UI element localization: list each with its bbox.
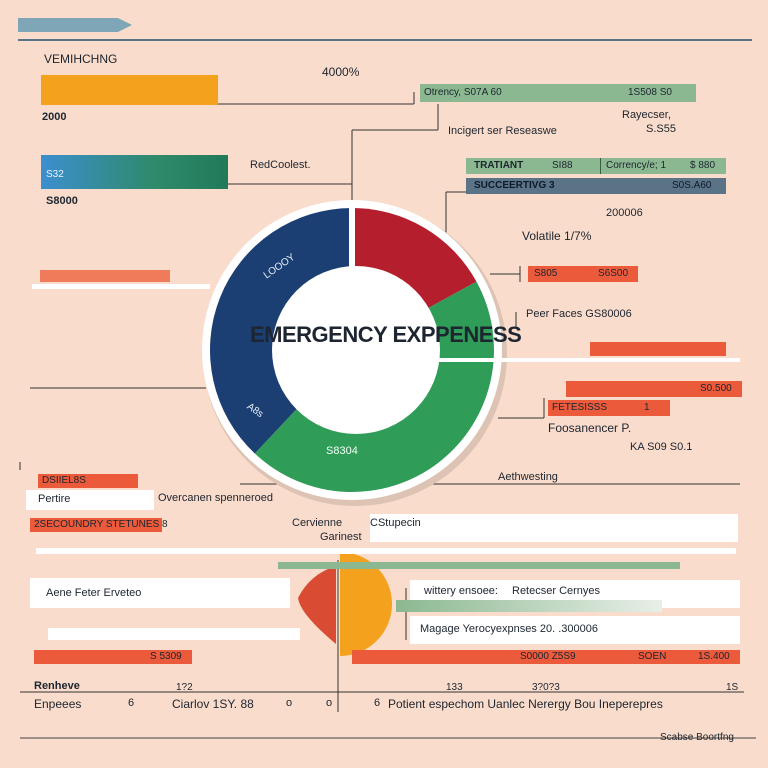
main-pie-chart [202,200,507,506]
retesiss-num: 1 [644,402,650,413]
succeeding-label: SUCCEERTIVG 3 [474,180,555,191]
aethwesting-label: Aethwesting [498,471,558,483]
tick-label-3: 3?0?3 [532,682,560,693]
currency-left-text: Otrency, S07A 60 [424,87,502,98]
secondary-row [30,518,162,532]
tratant-row [466,158,726,174]
tick-label-2: 133 [446,682,463,693]
foosament-label: Foosanencer P. [548,421,632,435]
white-strip-left [32,284,210,289]
volatile-label: Volatile 1/7% [522,229,592,243]
retesiss-label: FETESISSS [552,402,608,413]
pertire-label: Pertire [38,493,71,505]
header-title: VEMIHCHNG [44,52,118,66]
coral-bar-left-1 [40,270,170,282]
overcanen-label: Overcanen spenneroed [158,492,273,504]
dsiil-label: DSIIEL8S [42,475,86,486]
s0500-row [566,381,742,397]
red-coolest-label: RedCoolest. [250,159,311,171]
s6800-label: S6S00 [598,268,629,279]
s5309-row [34,650,192,664]
tratant-label: TRATIANT [474,160,524,171]
small-pie-chart [298,552,392,656]
currency-mid-value: $ 880 [690,160,716,171]
wittey-label: wittery ensoee: [424,585,498,597]
aene-label: Aene Feter Erveteo [46,587,142,599]
peer-faces-label: Peer Faces GS80006 [526,308,632,320]
white-strip-1 [420,358,740,362]
orange-bar [41,75,218,105]
value-200006: 200006 [606,207,643,219]
blue-bar-value: S8000 [46,195,78,207]
tick-o-2: o [326,697,333,709]
s0000-row [352,650,740,664]
potient-label: Potient espechom Uanlec Nerergy Bou Inep… [388,697,663,711]
slice-label-green: S8304 [326,445,358,457]
sage-strip [278,562,680,569]
secondary-label: 2SECOUNDRY STETUNES 8 [34,519,168,530]
tick-6: 6 [128,697,135,709]
ka-label: KA S09 S0.1 [630,441,693,453]
footer-credit: Scabse Boortfng [660,732,734,743]
orange-bar-value: 2000 [42,111,67,123]
white-strip-3 [48,628,300,640]
small-pie-slice-0 [340,552,392,656]
rayecser-label: Rayecser, [622,109,671,121]
small-pie-slice-1 [298,566,336,644]
cervimen-label: Cervienne [292,517,343,529]
soen-label: SOEN [638,651,667,662]
blue-green-bar [41,155,228,189]
rayecser-value: S.S55 [646,123,676,135]
chart-title: EMERGENCY EXPPENESS [250,322,522,347]
cstrepein-label: CStupecin [370,517,421,529]
pie-hole [272,266,440,434]
tick-label-1: 1?2 [176,682,193,693]
garinest-label: Garinest [320,531,362,543]
succeeding-value: S0S.A60 [672,180,712,191]
blue-bar-label: S32 [46,169,64,180]
currency-right-text: 1S508 S0 [628,87,672,98]
s5309-label: S 5309 [150,651,182,662]
white-box-right [370,514,738,542]
succeeding-row [466,178,726,194]
sage-gradient-bar [396,600,662,612]
s0500-label: S0.500 [700,383,732,394]
expeees-label: Enpeees [34,697,82,711]
currency-mid-label: Corrency/e; 1 [606,160,667,171]
s0000-label: S0000 Z5S9 [520,651,576,662]
magage-label: Magage Yerocyexpnses 20. .300006 [420,623,598,635]
s805-row [528,266,638,282]
magage-box [410,616,740,644]
s805-label: S805 [534,268,558,279]
renheve-label: Renheve [34,680,80,692]
tick-o-1: o [286,697,293,709]
header-arrow-icon [18,18,132,32]
tratant-divider [600,158,601,174]
white-strip-2 [36,548,736,554]
pertire-box [26,490,154,510]
aene-box [30,578,290,608]
reteoon-label: Retecser Cernyes [512,585,601,597]
tratant-mid: SI88 [552,160,573,171]
retesiss-row [548,400,670,416]
budget-label: Incigert ser Reseaswe [448,125,557,137]
currency-row [420,84,696,102]
tick-6-b: 6 [374,697,381,709]
tick-label-4: 1S [726,682,739,693]
v1s400-label: 1S.400 [698,651,730,662]
coral-bar-right-1 [590,342,726,356]
top-center-value: 4000% [322,65,360,79]
cianov-label: Ciarlov 1SY. 88 [172,697,254,711]
dsiil-row [38,474,138,488]
